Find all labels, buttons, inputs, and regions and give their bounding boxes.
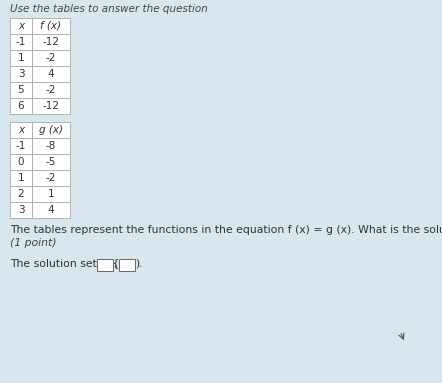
Bar xyxy=(32,34,70,50)
Text: -1: -1 xyxy=(16,141,26,151)
Text: 5: 5 xyxy=(18,85,24,95)
Text: 6: 6 xyxy=(18,101,24,111)
Text: (1 point): (1 point) xyxy=(10,238,57,248)
Text: x: x xyxy=(18,125,24,135)
Text: 1: 1 xyxy=(18,53,24,63)
Bar xyxy=(32,18,70,34)
Text: -2: -2 xyxy=(46,173,56,183)
Text: g (x): g (x) xyxy=(39,125,63,135)
Bar xyxy=(10,122,32,138)
Text: 4: 4 xyxy=(48,205,54,215)
Bar xyxy=(119,259,135,271)
Bar xyxy=(32,170,70,186)
Text: 3: 3 xyxy=(18,69,24,79)
Bar xyxy=(32,138,70,154)
Bar xyxy=(10,202,32,218)
Text: Use the tables to answer the question: Use the tables to answer the question xyxy=(10,4,208,14)
Bar xyxy=(32,66,70,82)
Bar xyxy=(10,50,32,66)
Text: 1: 1 xyxy=(18,173,24,183)
Text: -8: -8 xyxy=(46,141,56,151)
Text: ).: ). xyxy=(136,259,143,269)
Bar xyxy=(10,66,32,82)
Bar xyxy=(32,50,70,66)
Text: -1: -1 xyxy=(16,37,26,47)
Text: 3: 3 xyxy=(18,205,24,215)
Bar xyxy=(32,154,70,170)
Text: 1: 1 xyxy=(48,189,54,199)
Bar xyxy=(10,186,32,202)
Bar xyxy=(32,82,70,98)
Bar xyxy=(10,34,32,50)
Text: The solution set is {: The solution set is { xyxy=(10,258,119,268)
Bar xyxy=(10,154,32,170)
Bar xyxy=(10,170,32,186)
Bar xyxy=(10,138,32,154)
Text: -12: -12 xyxy=(42,37,60,47)
Text: x: x xyxy=(18,21,24,31)
Bar xyxy=(97,259,113,271)
Bar xyxy=(10,98,32,114)
Text: f (x): f (x) xyxy=(41,21,61,31)
Text: 0: 0 xyxy=(18,157,24,167)
Bar xyxy=(32,202,70,218)
Text: 2: 2 xyxy=(18,189,24,199)
Text: The tables represent the functions in the equation f (x) = g (x). What is the so: The tables represent the functions in th… xyxy=(10,225,442,235)
Text: -2: -2 xyxy=(46,53,56,63)
Text: -12: -12 xyxy=(42,101,60,111)
Bar xyxy=(10,82,32,98)
Bar xyxy=(32,98,70,114)
Text: -5: -5 xyxy=(46,157,56,167)
Bar xyxy=(32,186,70,202)
Text: -2: -2 xyxy=(46,85,56,95)
Bar xyxy=(32,122,70,138)
Text: ,: , xyxy=(114,259,117,269)
Text: 4: 4 xyxy=(48,69,54,79)
Bar xyxy=(10,18,32,34)
